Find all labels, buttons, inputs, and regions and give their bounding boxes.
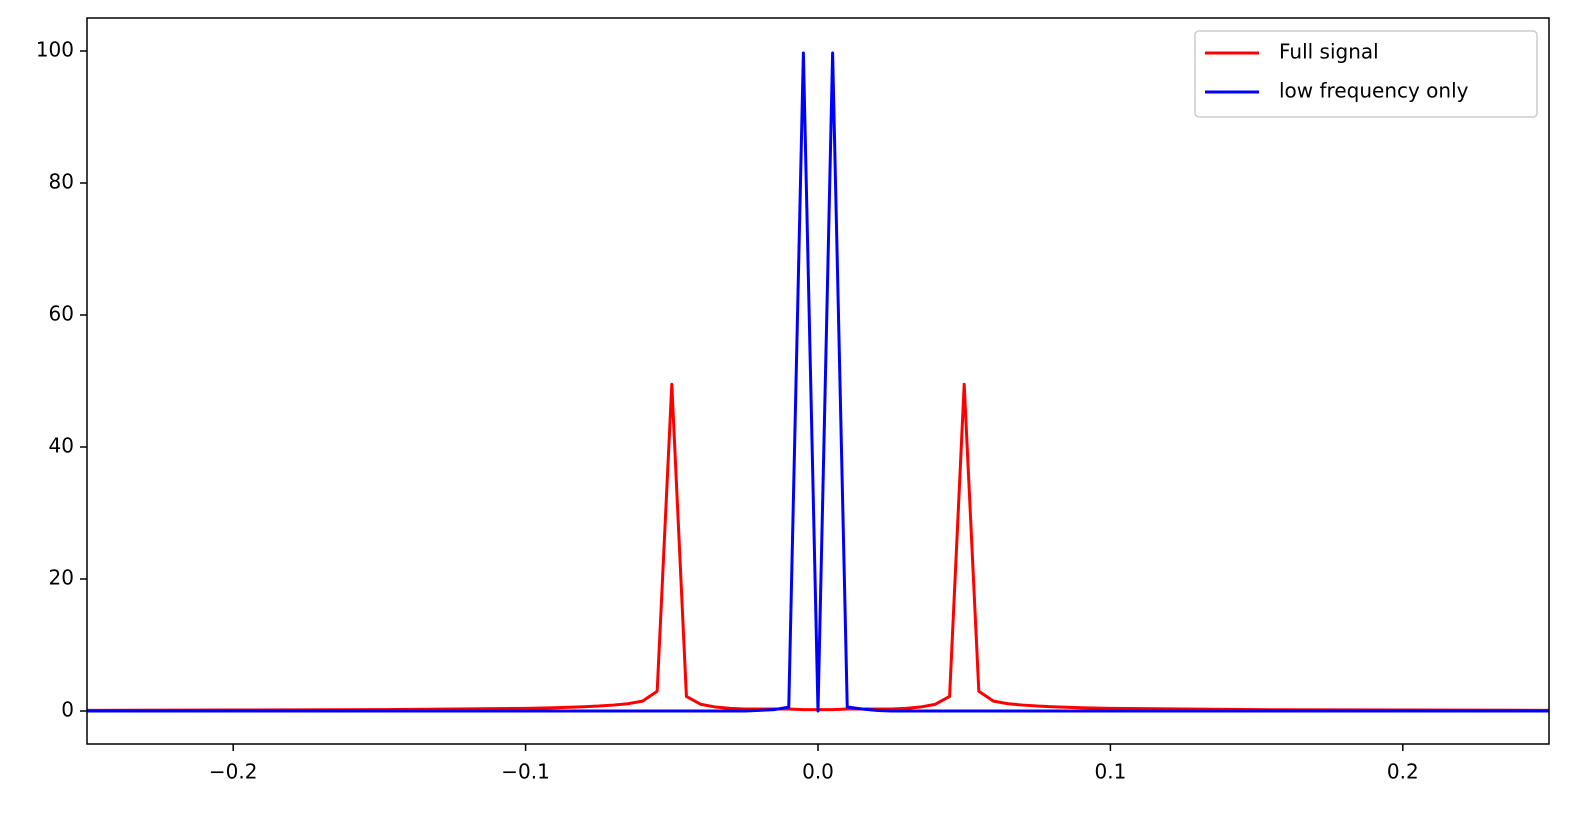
x-tick-label: 0.2 (1387, 760, 1419, 784)
legend-label: Full signal (1279, 40, 1379, 64)
y-tick-label: 0 (61, 698, 74, 722)
y-tick-label: 80 (49, 170, 74, 194)
y-tick-label: 100 (36, 38, 74, 62)
legend-label: low frequency only (1279, 79, 1469, 103)
y-tick-label: 20 (49, 566, 74, 590)
x-tick-label: 0.1 (1094, 760, 1126, 784)
x-tick-label: −0.1 (501, 760, 550, 784)
x-tick-label: 0.0 (802, 760, 834, 784)
legend-box (1194, 30, 1538, 118)
y-tick-label: 60 (49, 302, 74, 326)
y-tick-label: 40 (49, 434, 74, 458)
plot-background (87, 18, 1549, 744)
plot-frame (86, 17, 1550, 745)
x-tick-label: −0.2 (209, 760, 258, 784)
series-line (87, 51, 1549, 713)
